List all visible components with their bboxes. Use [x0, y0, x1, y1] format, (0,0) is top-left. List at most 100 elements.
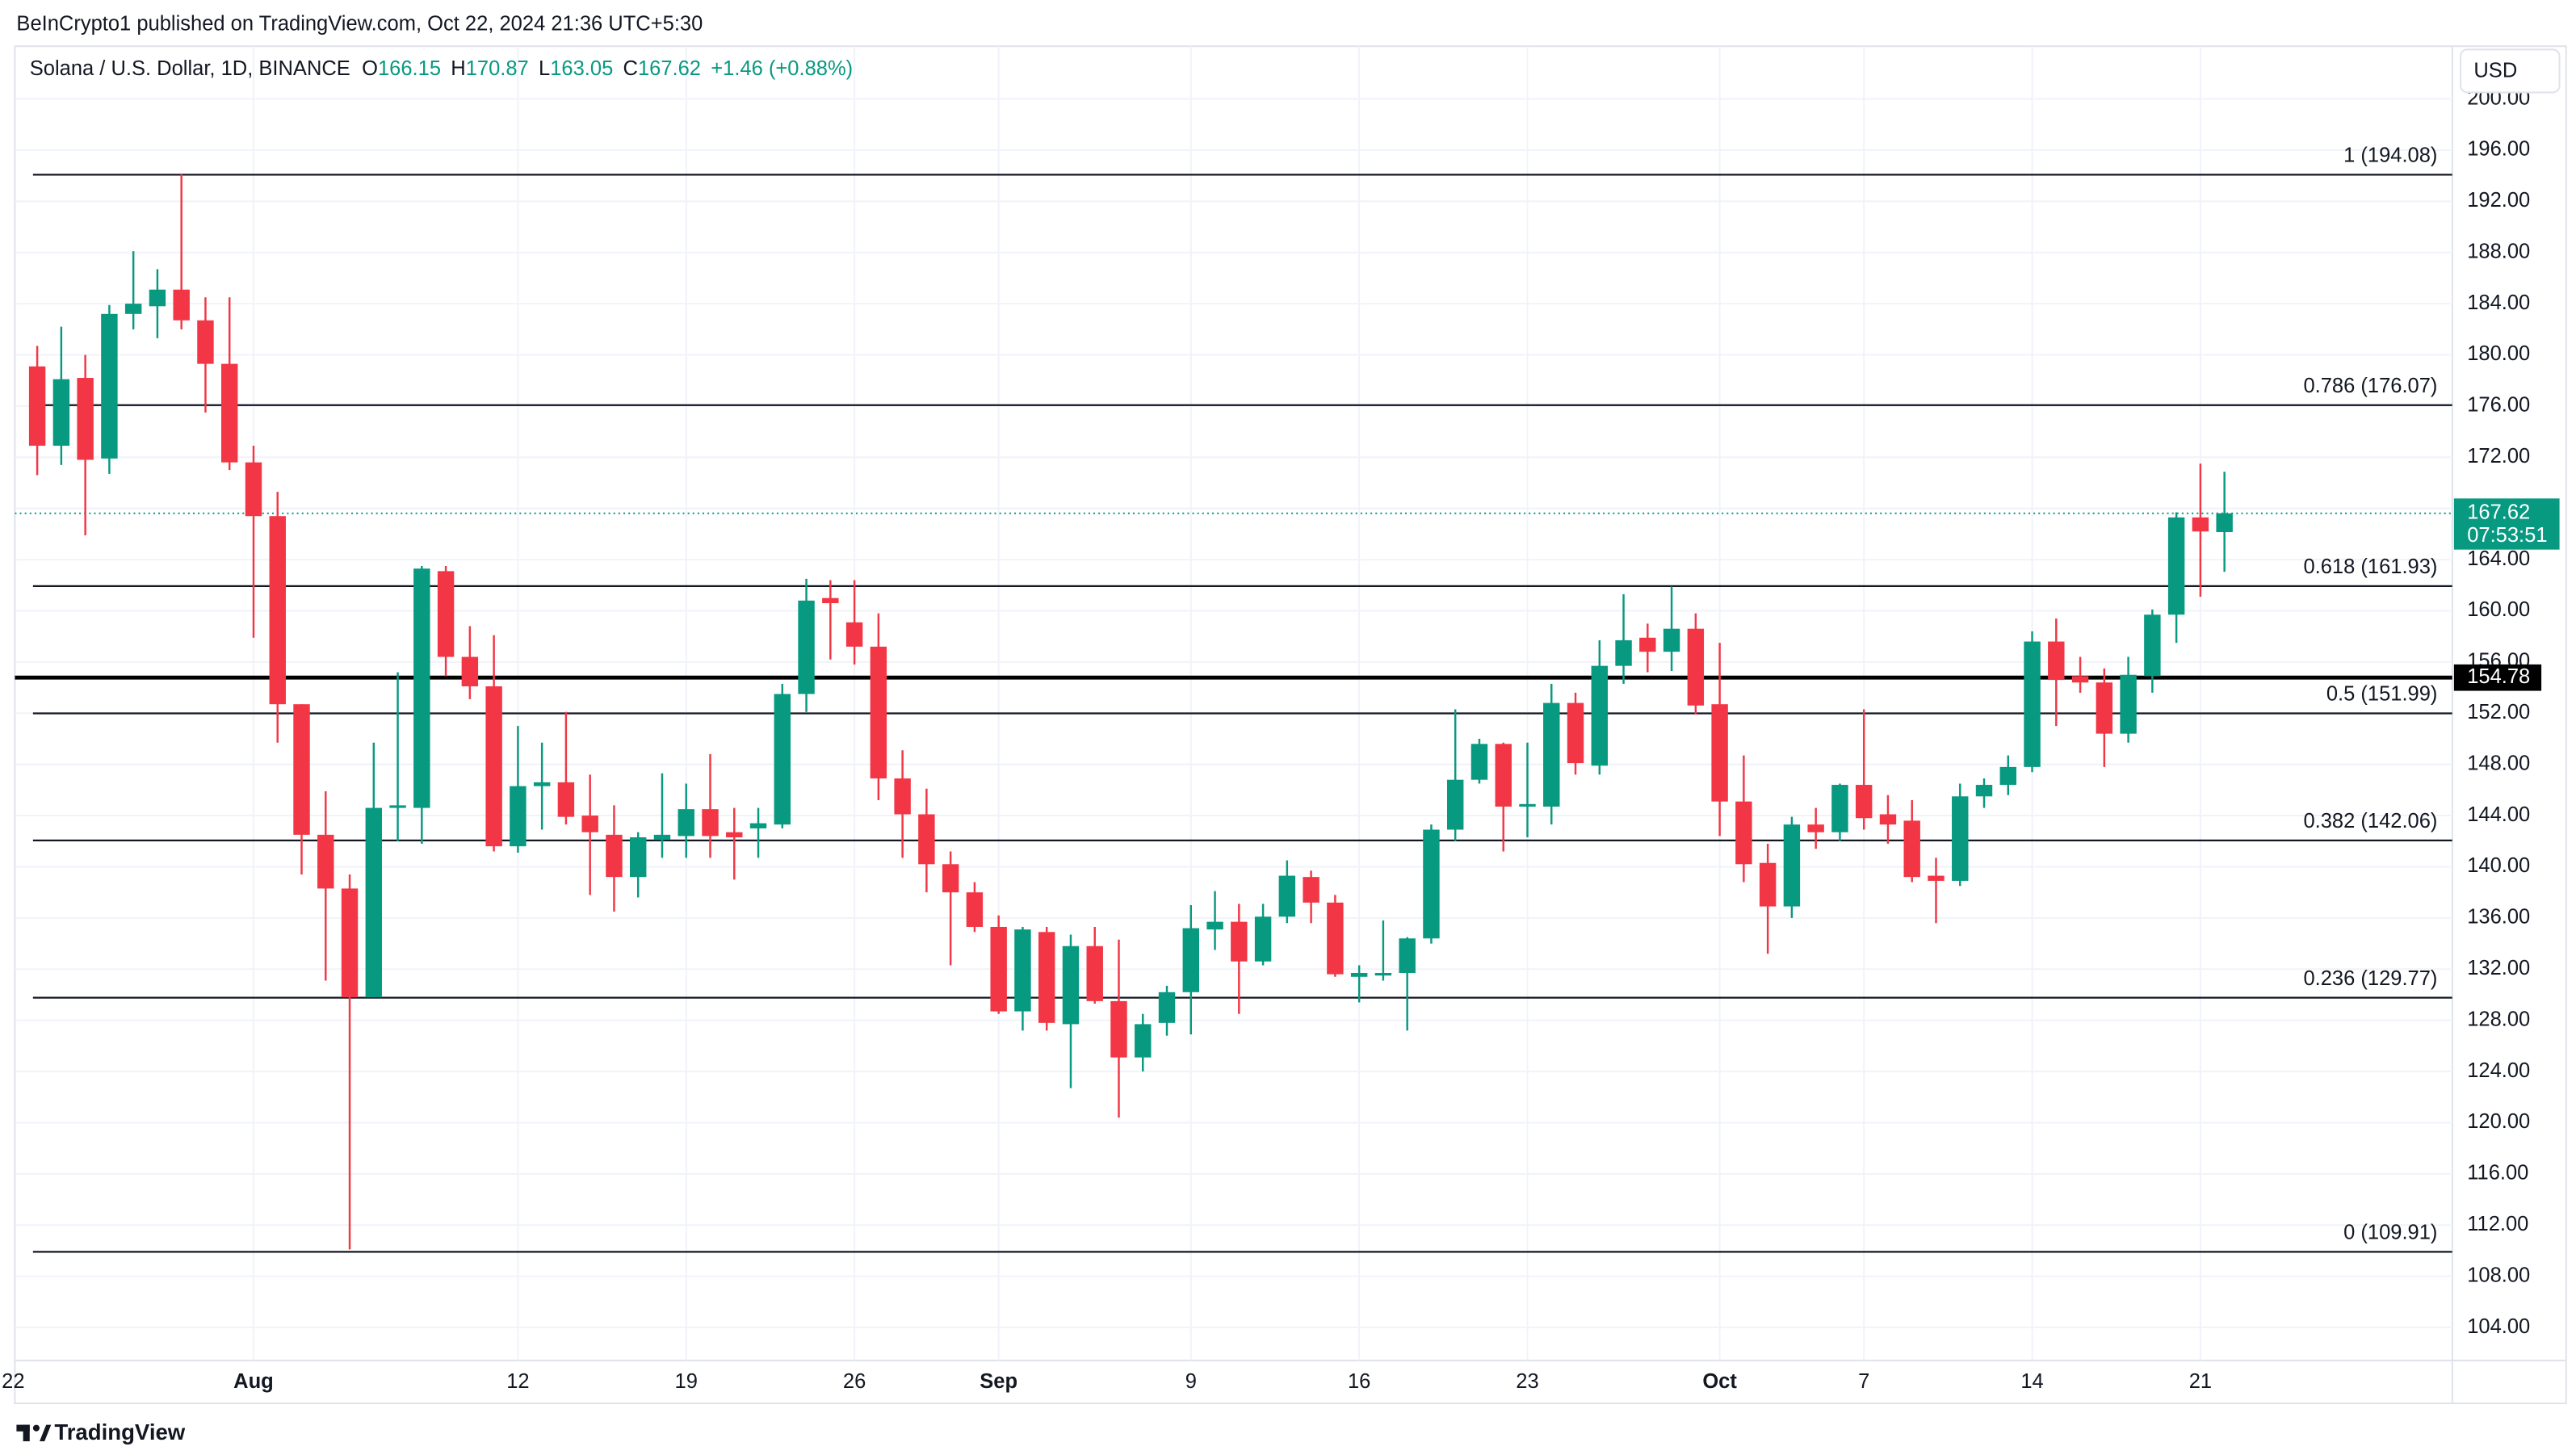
candle-body [149, 289, 166, 307]
candle-body [1567, 702, 1584, 764]
candle-body [894, 778, 911, 815]
currency-button[interactable] [2460, 48, 2561, 94]
candle-body [2048, 641, 2065, 681]
brand-name: TradingView [54, 1419, 185, 1445]
y-tick-label: 176.00 [2467, 394, 2530, 417]
candle-body [629, 837, 647, 878]
candle-body [606, 834, 623, 878]
last-price-tag [2453, 498, 2560, 550]
fib-level-label: 1 (194.08) [2343, 145, 2437, 167]
candle-body [942, 864, 959, 893]
candle-body [1639, 637, 1656, 652]
candle-body [124, 304, 142, 314]
candle-body [1831, 785, 1848, 832]
currency-label[interactable]: USD [2473, 60, 2517, 82]
candle-body [389, 805, 406, 808]
x-tick-label: 16 [1348, 1370, 1370, 1393]
candle-body [2120, 674, 2137, 734]
candle-body [870, 646, 887, 779]
candle-body [653, 834, 671, 841]
candle-body [1687, 628, 1705, 706]
candle-body [822, 598, 839, 603]
symbol-legend: Solana / U.S. Dollar, 1D, BINANCE O166.15… [30, 57, 853, 80]
candle-body [28, 366, 46, 447]
candle-body [1350, 973, 1368, 977]
y-tick-label: 172.00 [2467, 445, 2530, 468]
brand-logo [16, 1424, 52, 1441]
candle-body [2024, 641, 2041, 767]
candle-body [1014, 929, 1031, 1012]
candle-body [1975, 785, 1993, 797]
candle-body [365, 807, 383, 998]
x-tick-label: 23 [1516, 1370, 1538, 1393]
x-tick-label: 12 [506, 1370, 529, 1393]
x-tick-label: Oct [1702, 1370, 1737, 1393]
close-label: C [623, 57, 638, 80]
support-price-tag [2453, 664, 2542, 691]
fib-level-label: 0.618 (161.93) [2303, 556, 2437, 578]
candle-body [101, 313, 118, 459]
high-value: 170.87 [466, 57, 529, 80]
candle-body [966, 892, 984, 927]
y-tick-label: 116.00 [2467, 1162, 2528, 1185]
y-tick-label: 148.00 [2467, 752, 2530, 774]
candle-body [1158, 992, 1176, 1023]
y-tick-label: 152.00 [2467, 701, 2530, 723]
candle-body [221, 363, 238, 463]
fib-level-label: 0 (109.91) [2343, 1222, 2437, 1244]
open-label: O [362, 57, 378, 80]
candle-body [1519, 803, 1536, 807]
y-tick-label: 140.00 [2467, 854, 2530, 877]
close-value: 167.62 [638, 57, 701, 80]
x-tick-label: Sep [980, 1370, 1017, 1393]
candle-body [1903, 820, 1920, 878]
candle-body [52, 379, 70, 447]
candle-body [485, 686, 502, 847]
candle-body [533, 782, 551, 786]
candle-body [798, 600, 815, 694]
countdown-label: 07:53:51 [2467, 524, 2547, 547]
last-price-label: 167.62 [2467, 501, 2530, 523]
y-tick-label: 184.00 [2467, 291, 2530, 314]
chart-frame [14, 45, 2567, 1405]
high-label: H [451, 57, 465, 80]
candle-body [990, 926, 1007, 1012]
candle-body [245, 462, 262, 517]
candle-body [918, 814, 935, 865]
x-tick-label: Aug [233, 1370, 274, 1393]
logo-stem [23, 1424, 30, 1441]
candle-body [845, 622, 863, 647]
candle-body [1254, 916, 1272, 962]
candle-body [1303, 877, 1319, 903]
publisher-line: BeInCrypto1 published on TradingView.com… [16, 12, 703, 35]
candle-body [1855, 785, 1873, 819]
y-tick-label: 132.00 [2467, 957, 2530, 979]
candle-body [2167, 517, 2185, 615]
candle-body [2216, 513, 2233, 533]
y-tick-label: 180.00 [2467, 342, 2530, 365]
y-tick-label: 144.00 [2467, 803, 2530, 826]
candle-body [1038, 932, 1055, 1023]
y-tick-label: 160.00 [2467, 598, 2530, 621]
logo-slash [40, 1424, 52, 1441]
candle-body [1423, 829, 1440, 939]
candle-body [1471, 744, 1488, 780]
fib-level-label: 0.786 (176.07) [2303, 375, 2437, 397]
candle-body [293, 704, 310, 835]
candle-body [1999, 766, 2016, 786]
candle-body [317, 834, 334, 889]
candle-body [341, 888, 359, 998]
y-tick-label: 108.00 [2467, 1264, 2530, 1286]
candle-body [1278, 875, 1296, 917]
candle-body [510, 786, 527, 847]
change-value: +1.46 (+0.88%) [711, 57, 853, 80]
candle-body [1374, 973, 1392, 976]
candle-body [774, 694, 791, 825]
x-tick-label: 7 [1858, 1370, 1869, 1393]
x-tick-label: 21 [2189, 1370, 2212, 1393]
candle-body [413, 568, 430, 808]
candle-body [1783, 824, 1801, 907]
symbol: Solana / U.S. Dollar, 1D, BINANCE [30, 57, 350, 80]
candle-body [1446, 779, 1464, 830]
